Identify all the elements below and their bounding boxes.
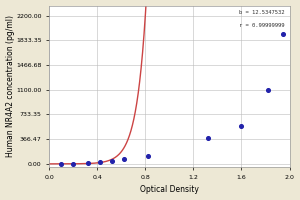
Y-axis label: Human NR4A2 concentration (pg/ml): Human NR4A2 concentration (pg/ml) [6, 15, 15, 157]
Point [71, 162, 76, 165]
Point [109, 159, 114, 162]
Point [281, 32, 286, 35]
Point [97, 160, 102, 163]
Point [239, 125, 244, 128]
Point [59, 162, 64, 165]
Point [121, 157, 126, 161]
Point [85, 161, 90, 164]
Text: b = 12.5347532: b = 12.5347532 [239, 10, 285, 15]
Point [266, 88, 270, 91]
Point [145, 155, 150, 158]
Text: r = 0.99999999: r = 0.99999999 [239, 23, 285, 28]
X-axis label: Optical Density: Optical Density [140, 185, 199, 194]
Point [206, 137, 210, 140]
